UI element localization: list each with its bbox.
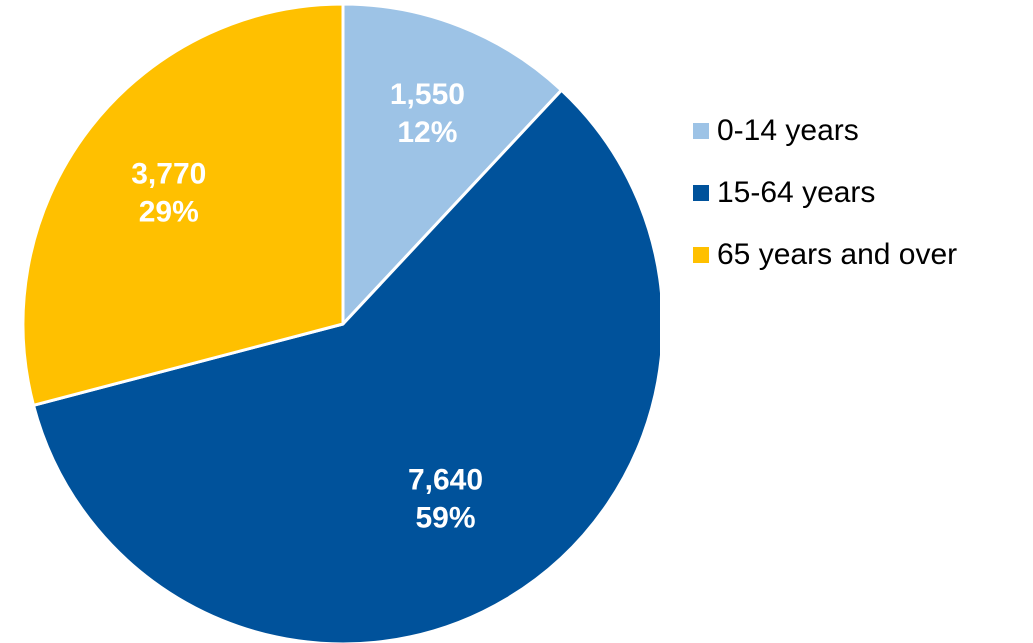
legend-swatch-65-plus [693,247,709,263]
pie-slice-0-14 [341,2,563,326]
legend-item-0-14: 0-14 years [693,109,957,153]
legend: 0-14 years 15-64 years 65 years and over [693,109,957,295]
legend-swatch-15-64 [693,185,709,201]
legend-item-65-plus: 65 years and over [693,233,957,277]
pie-slice-15-64 [32,88,660,643]
pie-slices [21,2,660,643]
slice-percent-label-65-plus: 29% [139,196,199,229]
pie-chart: 1,550 12% 7,640 59% 3,770 29% [21,2,660,643]
slice-labels: 1,550 12% 7,640 59% 3,770 29% [131,78,483,535]
slice-value-label-15-64: 7,640 [408,464,483,497]
slice-percent-label-0-14: 12% [397,116,457,149]
legend-label-0-14: 0-14 years [717,114,859,147]
slice-value-label-65-plus: 3,770 [131,158,206,191]
slice-value-label-0-14: 1,550 [390,78,465,111]
legend-item-15-64: 15-64 years [693,171,957,215]
pie-slice-65-plus [21,2,345,407]
legend-label-65-plus: 65 years and over [717,238,958,271]
slice-percent-label-15-64: 59% [415,502,475,535]
legend-swatch-0-14 [693,123,709,139]
legend-label-15-64: 15-64 years [717,176,876,209]
